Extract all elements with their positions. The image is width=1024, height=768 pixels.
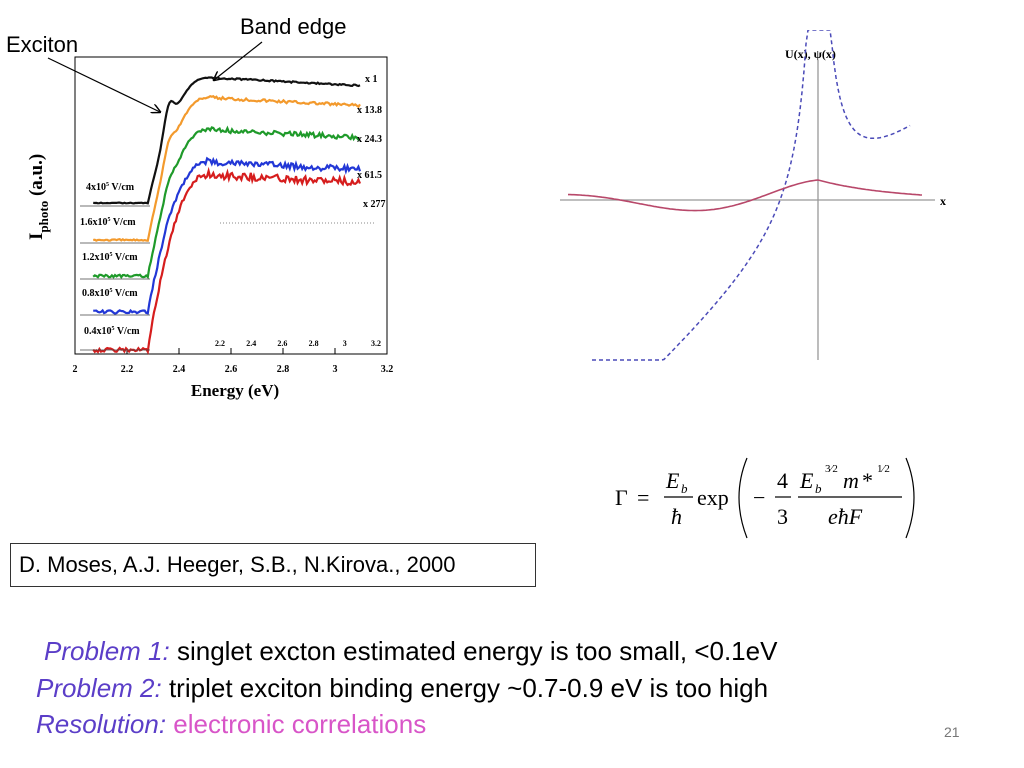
svg-text:*: *: [862, 468, 873, 493]
problem-2-key: Problem 2:: [36, 673, 162, 703]
x-tick-label: 2.8: [277, 364, 290, 375]
x-tick-label: 2.2: [121, 364, 134, 375]
x-axis-label: x: [940, 194, 946, 208]
scale-label-1: x 1: [365, 74, 378, 85]
scale-label-4: x 61.5: [357, 170, 382, 181]
x-axis-label: Energy (eV): [191, 381, 279, 400]
potential-wavefunction-diagram: U(x), ψ(x) x: [560, 30, 946, 361]
x-axis-ticks: 2 2.2 2.4 2.6 2.8 3 3.2: [73, 348, 394, 375]
inner-tick-label: 2.2: [215, 339, 225, 348]
resolution-key: Resolution:: [36, 709, 167, 739]
resolution-text: electronic correlations: [166, 709, 427, 739]
field-label-3: 1.2x105 V/cm: [82, 252, 138, 263]
x-tick-label: 3.2: [381, 364, 394, 375]
inner-tick-label: 2.8: [309, 339, 319, 348]
x-tick-label: 2.6: [225, 364, 238, 375]
field-label-2: 1.6x105 V/cm: [80, 217, 136, 228]
svg-text:m: m: [843, 468, 859, 493]
svg-text:E: E: [799, 468, 814, 493]
spectrum-line-5: [92, 166, 362, 355]
svg-text:4: 4: [777, 468, 788, 493]
diagram-title: U(x), ψ(x): [785, 47, 836, 61]
exciton-arrow: [47, 57, 160, 112]
svg-text:b: b: [815, 481, 822, 496]
x-tick-label: 2.4: [173, 364, 186, 375]
scale-labels: x 1 x 13.8 x 24.3 x 61.5 x 277: [357, 74, 386, 210]
field-labels: 4x105 V/cm 1.6x105 V/cm 1.2x105 V/cm 0.8x10…: [80, 182, 150, 351]
inner-axis-ticks: 2.2 2.4 2.6 2.8 3 3.2: [215, 339, 381, 348]
problem-1-key: Problem 1:: [44, 636, 170, 666]
svg-text:1⁄2: 1⁄2: [877, 463, 890, 475]
wavefunction-curve: [568, 179, 923, 212]
field-label-1: 4x105 V/cm: [86, 182, 135, 193]
scale-label-2: x 13.8: [357, 105, 382, 116]
inner-tick-label: 2.4: [246, 339, 256, 348]
spectrum-line-1: [93, 76, 361, 205]
svg-text:=: =: [637, 485, 649, 510]
problem-2-line: Problem 2: triplet exciton binding energ…: [36, 673, 768, 704]
inner-tick-label: 2.6: [277, 339, 287, 348]
problem-1-line: Problem 1: singlet excton estimated ener…: [44, 636, 777, 667]
svg-text:exp: exp: [697, 485, 729, 510]
svg-text:eħF: eħF: [828, 504, 863, 529]
band-edge-label: Band edge: [240, 14, 347, 39]
svg-text:b: b: [681, 481, 688, 496]
problem-2-text: triplet exciton binding energy ~0.7-0.9 …: [161, 673, 769, 703]
y-axis-label: Iphoto (a.u.): [26, 154, 51, 240]
field-label-4: 0.8x105 V/cm: [82, 288, 138, 299]
svg-text:Γ: Γ: [615, 485, 628, 510]
scale-label-3: x 24.3: [357, 134, 382, 145]
plot-frame: [74, 56, 388, 355]
potential-curve: [592, 30, 911, 361]
svg-text:3: 3: [777, 504, 788, 529]
slide-number: 21: [944, 724, 960, 740]
resolution-line: Resolution: electronic correlations: [36, 709, 426, 740]
svg-text:−: −: [753, 485, 765, 510]
spectrum-line-2: [93, 94, 361, 242]
field-label-5: 0.4x105 V/cm: [84, 326, 140, 337]
spectrum-line-4: [93, 156, 362, 315]
spectrum-line-3: [92, 125, 361, 280]
svg-text:Iphoto (a.u.): Iphoto (a.u.): [26, 154, 51, 240]
x-tick-label: 2: [73, 364, 78, 375]
citation-box: D. Moses, A.J. Heeger, S.B., N.Kirova., …: [10, 543, 536, 587]
svg-text:ħ: ħ: [671, 504, 682, 529]
citation-text: D. Moses, A.J. Heeger, S.B., N.Kirova., …: [19, 552, 456, 577]
svg-text:E: E: [665, 468, 680, 493]
scale-label-5: x 277: [363, 199, 386, 210]
exciton-label: Exciton: [6, 32, 79, 57]
x-tick-label: 3: [333, 364, 338, 375]
inner-tick-label: 3.2: [371, 339, 381, 348]
photocurrent-chart: 2 2.2 2.4 2.6 2.8 3 3.2 2.2 2.4 2.6 2.8 3 3.2 4x105…: [26, 41, 394, 400]
tunneling-rate-formula: Γ = E b ħ exp − 4 3 E b 3⁄2 m * 1⁄2 eħF: [615, 457, 915, 539]
spectra-curves: [92, 76, 362, 355]
svg-text:3⁄2: 3⁄2: [825, 463, 838, 475]
band-edge-arrow: [214, 41, 263, 80]
inner-tick-label: 3: [343, 339, 347, 348]
problem-1-text: singlet excton estimated energy is too s…: [169, 636, 778, 666]
